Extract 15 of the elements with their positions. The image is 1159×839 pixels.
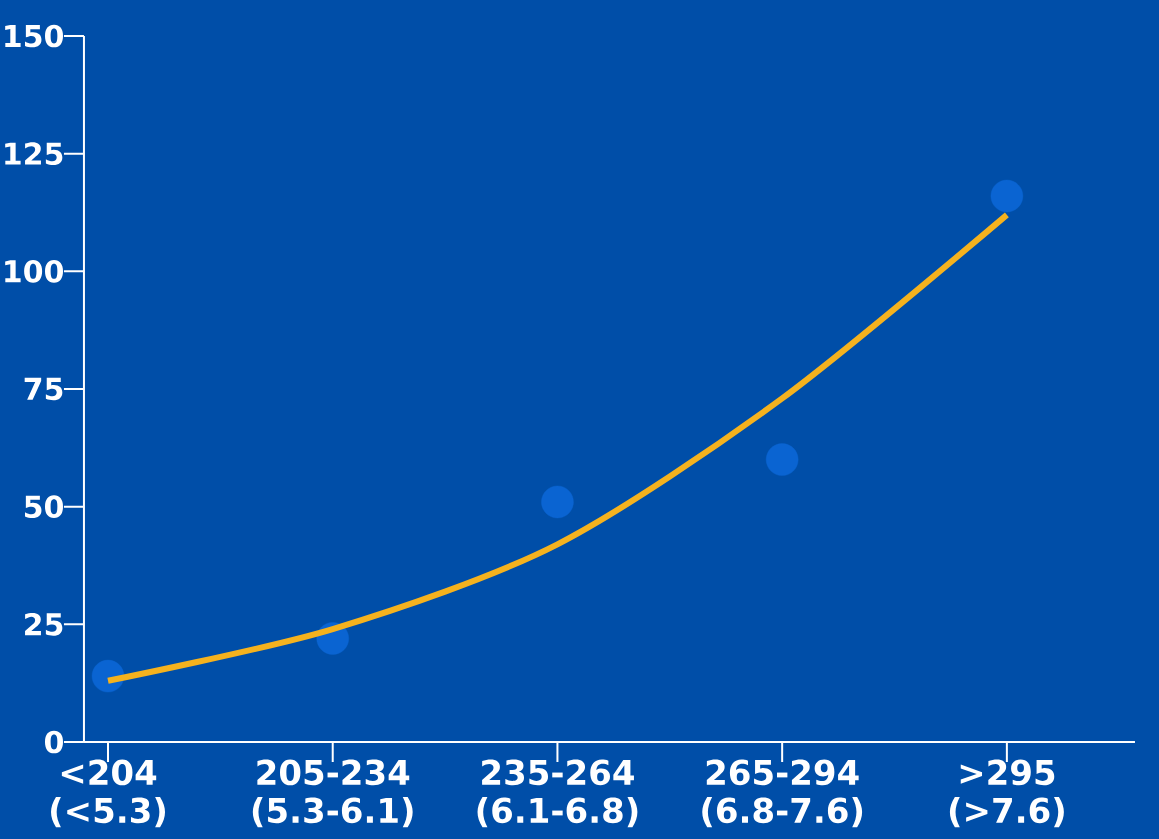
x-tick-label: <204 (<5.3) <box>51 759 166 828</box>
y-tick-label: 75 <box>24 377 63 401</box>
y-tick-label: 150 <box>5 24 64 48</box>
point <box>541 485 574 519</box>
point <box>765 443 799 476</box>
y-tick-label: 50 <box>25 495 63 519</box>
y-tick-label: 0 <box>44 730 63 754</box>
x-tick-label: 205-234 (5.3-6.1) <box>252 759 413 828</box>
y-tick-label: 25 <box>25 612 63 636</box>
x-tick-label: 265-294 (6.8-7.6) <box>702 759 863 828</box>
y-tick-label: 100 <box>5 259 64 283</box>
x-tick-label: >295 (>7.6) <box>949 759 1064 828</box>
y-tick-label: 125 <box>5 142 63 166</box>
x-tick-label: 235-264 (6.1-6.8) <box>477 759 638 828</box>
point <box>990 179 1024 213</box>
